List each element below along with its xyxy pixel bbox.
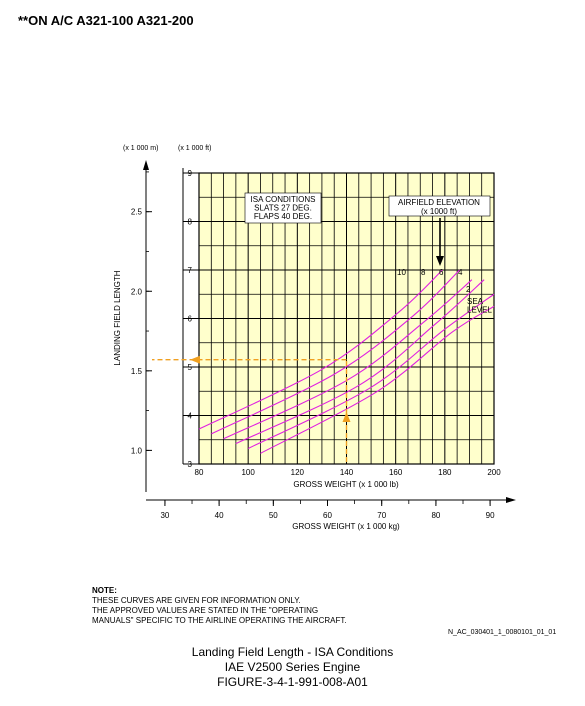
curve-elevation-6 — [260, 305, 495, 454]
y-tick-label-ft-9: 9 — [188, 169, 193, 178]
y-tick-label-ft-6: 6 — [188, 315, 193, 324]
figure-caption: Landing Field Length - ISA Conditions IA… — [0, 645, 585, 690]
note-line-1: THESE CURVES ARE GIVEN FOR INFORMATION O… — [92, 596, 301, 605]
x-tick-label-kg-60: 60 — [323, 511, 332, 520]
curve-label-4-line-1: 4 — [458, 268, 463, 277]
x-tick-label-lb-120: 120 — [291, 468, 305, 477]
x-axis-label-kg: GROSS WEIGHT (x 1 000 kg) — [292, 522, 400, 531]
conditions-box — [244, 192, 322, 224]
curve-label-2-line-1: 8 — [421, 268, 426, 277]
x-tick-label-kg-70: 70 — [377, 511, 386, 520]
aircraft-header: **ON A/C A321-100 A321-200 — [18, 13, 194, 28]
elevation-legend-title-line-1: AIRFIELD ELEVATION — [398, 198, 480, 207]
example-up-arrow — [342, 412, 351, 422]
elevation-legend-title-line-2: (x 1000 ft) — [421, 207, 457, 216]
elevation-legend-box — [388, 195, 491, 217]
y-tick-label-m-1.0: 1.0 — [131, 446, 143, 455]
x-axis-label-lb: GROSS WEIGHT (x 1 000 lb) — [293, 480, 399, 489]
y-tick-label-m-1.5: 1.5 — [131, 367, 143, 376]
note: NOTE: THESE CURVES ARE GIVEN FOR INFORMA… — [92, 586, 347, 626]
conditions-text-line-1: ISA CONDITIONS — [251, 195, 316, 204]
caption-engine: IAE V2500 Series Engine — [224, 660, 361, 674]
y-tick-label-ft-3: 3 — [188, 460, 193, 469]
y-axis-m-arrow — [143, 160, 149, 170]
note-title: NOTE: — [92, 586, 117, 595]
y-unit-m: (x 1 000 m) — [123, 145, 158, 152]
y-tick-label-m-2.5: 2.5 — [131, 208, 143, 217]
curve-label-1-line-1: 10 — [397, 268, 406, 277]
curve-elevation-2 — [211, 269, 460, 435]
conditions-text-line-3: FLAPS 40 DEG. — [254, 212, 312, 221]
note-line-3: MANUALS" SPECIFIC TO THE AIRLINE OPERATI… — [92, 616, 347, 625]
x-tick-label-lb-200: 200 — [487, 468, 501, 477]
x-tick-label-kg-90: 90 — [486, 511, 495, 520]
x-tick-label-lb-100: 100 — [241, 468, 255, 477]
example-left-arrow — [190, 355, 200, 364]
y-tick-label-ft-4: 4 — [188, 412, 193, 421]
curve-elevation-1 — [198, 269, 443, 430]
y-tick-label-ft-5: 5 — [188, 363, 193, 372]
y-tick-label-ft-7: 7 — [188, 266, 193, 275]
x-tick-label-kg-80: 80 — [431, 511, 440, 520]
curve-elevation-3 — [223, 279, 473, 440]
curve-elevation-4 — [235, 279, 485, 445]
x-tick-label-lb-140: 140 — [340, 468, 354, 477]
x-tick-label-kg-50: 50 — [269, 511, 278, 520]
x-tick-label-kg-30: 30 — [160, 511, 169, 520]
y-unit-ft: (x 1 000 ft) — [178, 145, 211, 152]
x-axis-kg-arrow — [506, 497, 516, 503]
x-tick-label-lb-160: 160 — [389, 468, 403, 477]
conditions-text-line-2: SLATS 27 DEG. — [254, 204, 312, 213]
caption-figure-number: FIGURE-3-4-1-991-008-A01 — [217, 675, 368, 689]
y-tick-label-m-2.0: 2.0 — [131, 287, 143, 296]
elevation-arrow-head — [436, 256, 444, 266]
y-tick-label-ft-8: 8 — [188, 218, 193, 227]
figure-id: N_AC_030401_1_0080101_01_01 — [448, 629, 557, 636]
curve-elevation-5 — [247, 293, 495, 449]
y-axis-label: LANDING FIELD LENGTH — [113, 270, 122, 365]
x-tick-label-lb-180: 180 — [438, 468, 452, 477]
x-tick-label-lb-80: 80 — [195, 468, 204, 477]
curve-label-6-line-2: LEVEL — [467, 306, 492, 315]
curve-label-6-line-1: SEA — [467, 297, 484, 306]
curve-label-5-line-1: 2 — [466, 285, 471, 294]
x-tick-label-kg-40: 40 — [215, 511, 224, 520]
caption-title: Landing Field Length - ISA Conditions — [191, 645, 394, 659]
note-line-2: THE APPROVED VALUES ARE STATED IN THE "O… — [92, 606, 319, 615]
curve-label-3-line-1: 6 — [439, 268, 444, 277]
